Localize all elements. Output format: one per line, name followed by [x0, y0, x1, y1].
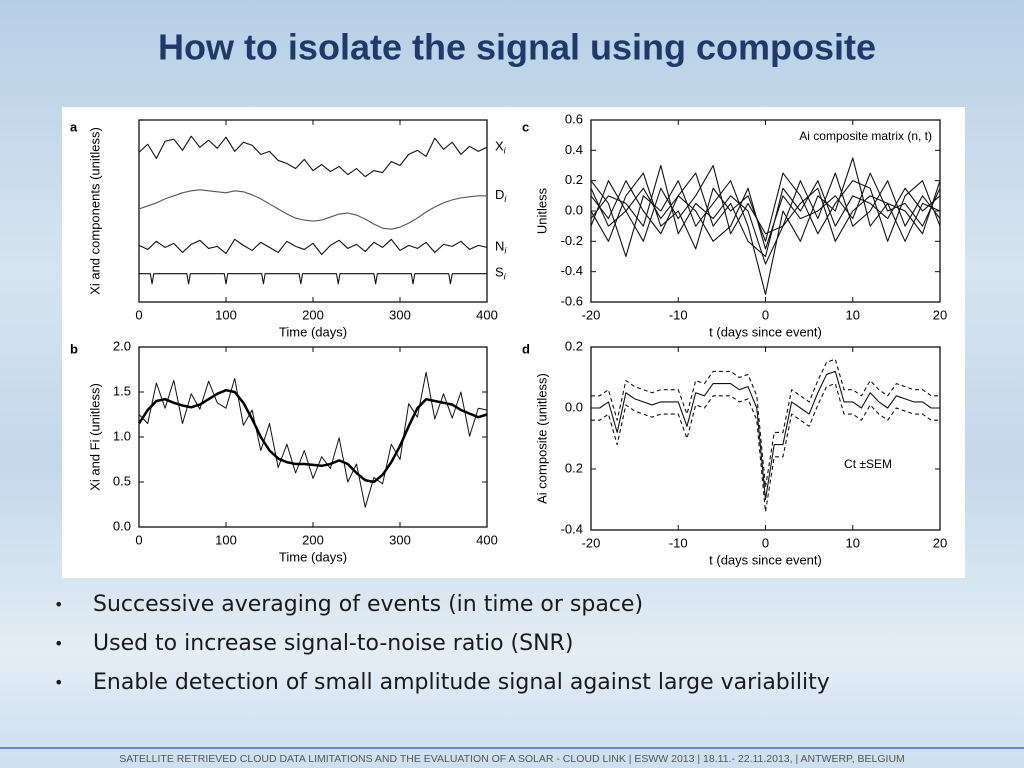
x-axis-label: Time (days)	[279, 324, 347, 339]
x-tick-label: -10	[669, 535, 688, 550]
x-tick-label: 200	[302, 307, 324, 322]
series-line	[590, 172, 941, 250]
series-line	[138, 238, 488, 256]
y-tick-label: 0.4	[565, 142, 583, 157]
y-tick-label: 1.0	[113, 428, 131, 443]
y-tick-label: 0.6	[565, 111, 583, 126]
series-line	[138, 135, 488, 178]
y-tick-label: 0.0	[565, 399, 583, 414]
bullet: Enable detection of small amplitude sign…	[52, 668, 852, 698]
y-tick-label: 0.2	[565, 338, 583, 353]
y-tick-label: -0.2	[561, 233, 583, 248]
x-tick-label: 20	[933, 307, 947, 322]
bullet-list: Successive averaging of events (in time …	[52, 590, 852, 707]
series-line	[590, 172, 941, 258]
y-tick-label: 2.0	[113, 338, 131, 353]
panel-label: d	[522, 341, 530, 356]
figure-panel	[62, 107, 965, 578]
series-line	[590, 164, 941, 265]
x-tick-label: 0	[762, 535, 769, 550]
x-axis-label: Time (days)	[279, 549, 347, 564]
y-axis-label: Xi and components (unitless)	[87, 127, 102, 295]
y-tick-label: -0.4	[561, 263, 583, 278]
sem-upper	[591, 358, 940, 488]
x-tick-label: 0	[762, 307, 769, 322]
x-axis-label: t (days since event)	[709, 552, 822, 567]
y-tick-label: 1.5	[113, 383, 131, 398]
y-axis-label: Xi and Fi (unitless)	[87, 383, 102, 491]
x-tick-label: 10	[846, 307, 860, 322]
panel-label: b	[70, 341, 78, 356]
bullet: Successive averaging of events (in time …	[52, 590, 852, 620]
series-line	[591, 370, 940, 501]
x-tick-label: 400	[476, 532, 498, 547]
annotation: Ai composite matrix (n, t)	[799, 129, 932, 143]
x-tick-label: -20	[582, 535, 601, 550]
y-axis-label: Ai composite (unitless)	[534, 373, 549, 504]
x-tick-label: 400	[476, 307, 498, 322]
panel-label: c	[522, 119, 529, 134]
x-axis-label: t (days since event)	[709, 324, 822, 339]
series-label: Di	[495, 187, 507, 204]
series-line	[138, 371, 488, 508]
series-line	[590, 172, 941, 250]
x-tick-label: -10	[669, 307, 688, 322]
bullet: Used to increase signal-to-noise ratio (…	[52, 629, 852, 659]
sem-lower	[591, 383, 940, 513]
x-tick-label: 100	[215, 532, 237, 547]
series-label: Xi	[495, 139, 507, 156]
series-line	[590, 164, 941, 242]
y-tick-label: 0.0	[113, 518, 131, 533]
x-tick-label: 300	[389, 307, 411, 322]
series-label: Ni	[495, 239, 507, 256]
y-axis-label: Unitless	[534, 187, 549, 234]
x-tick-label: 0	[135, 307, 142, 322]
y-tick-label: 0.0	[565, 202, 583, 217]
y-tick-label: -0.4	[561, 521, 583, 536]
x-tick-label: 100	[215, 307, 237, 322]
x-tick-label: 10	[846, 535, 860, 550]
x-tick-label: 300	[389, 532, 411, 547]
series-line	[590, 157, 941, 295]
footer-text: SATELLITE RETRIEVED CLOUD DATA LIMITATIO…	[119, 753, 905, 765]
x-tick-label: 20	[933, 535, 947, 550]
series-label: Si	[495, 265, 507, 282]
y-tick-label: 0.5	[113, 473, 131, 488]
annotation: Ct ±SEM	[844, 457, 892, 471]
panel-label: a	[70, 119, 78, 134]
y-tick-label: -0.6	[561, 293, 583, 308]
x-tick-label: 0	[135, 532, 142, 547]
series-line	[139, 273, 487, 285]
x-tick-label: 200	[302, 532, 324, 547]
series-line	[138, 189, 487, 230]
y-tick-label: 0.2	[565, 172, 583, 187]
series-line	[137, 388, 488, 484]
slide-title: How to isolate the signal using composit…	[158, 27, 876, 68]
y-tick-label: 0.2	[565, 460, 583, 475]
x-tick-label: -20	[582, 307, 601, 322]
